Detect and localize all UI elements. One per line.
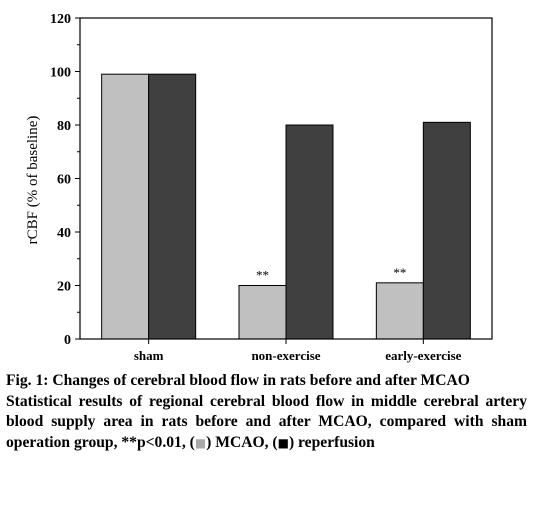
y-tick-label: 100 <box>50 66 71 81</box>
y-tick-label: 80 <box>57 119 71 134</box>
reperfusion-legend-square-icon: ■ <box>277 435 289 450</box>
bar-reperfusion-sham <box>148 73 197 340</box>
y-tick-label: 60 <box>57 173 71 188</box>
bar-reperfusion-early-exercise <box>422 121 471 340</box>
bars-group <box>101 73 471 340</box>
x-tick-label: early-exercise <box>385 348 461 363</box>
caption-title: Fig. 1: Changes of cerebral blood flow i… <box>6 372 470 389</box>
x-tick-label: non-exercise <box>251 348 320 363</box>
significance-marker: ** <box>256 268 269 283</box>
mcao-legend-square-icon: ■ <box>194 435 207 450</box>
x-tick-label: sham <box>134 348 164 363</box>
caption-body: Statistical results of regional cerebral… <box>6 392 527 454</box>
bar-reperfusion-non-exercise <box>285 124 334 340</box>
caption-text-2: ) MCAO, ( <box>206 433 278 451</box>
figure-caption: Fig. 1: Changes of cerebral blood flow i… <box>6 371 527 453</box>
caption-text-3: ) reperfusion <box>288 433 375 451</box>
y-tick-label: 20 <box>57 280 71 295</box>
y-tick-label: 120 <box>50 12 71 27</box>
annotations-group: ** ** <box>256 265 406 283</box>
bar-mcao-sham <box>101 73 150 340</box>
bar-mcao-non-exercise <box>238 285 287 340</box>
axes-group: sham non-exercise early-exercise 0 20 40 60 80 1… <box>50 12 493 363</box>
y-tick-label: 0 <box>64 333 71 348</box>
bar-chart: ** ** sham non-exercise early-exercise 0 20 40… <box>25 12 493 363</box>
y-axis-label: rCBF (% of baseline) <box>25 116 41 245</box>
y-tick-label: 40 <box>57 226 71 241</box>
caption-text-1: Statistical results of regional cerebral… <box>6 392 527 451</box>
bar-mcao-early-exercise <box>375 282 424 340</box>
significance-marker: ** <box>393 265 406 280</box>
